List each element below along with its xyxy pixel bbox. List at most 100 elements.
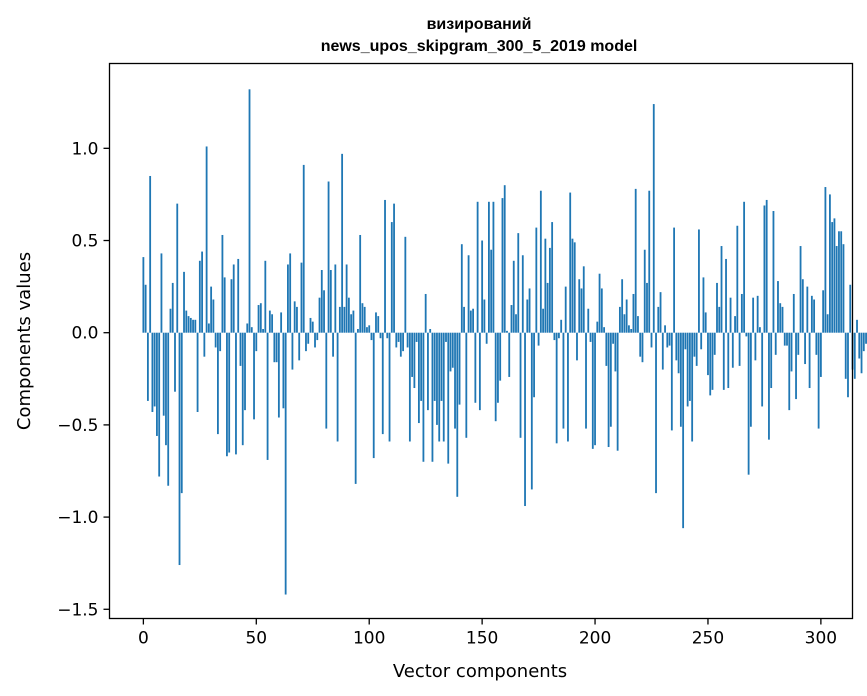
bar-80 — [323, 290, 325, 333]
bar-169 — [524, 332, 526, 507]
bar-104 — [377, 316, 380, 333]
bar-16 — [178, 332, 181, 566]
bar-100 — [368, 325, 371, 333]
bar-282 — [779, 303, 782, 333]
bar-4 — [151, 332, 154, 412]
bar-276 — [765, 199, 768, 333]
bar-107 — [384, 199, 386, 333]
bar-153 — [488, 201, 490, 333]
y-tick-label: 0.5 — [71, 232, 98, 252]
bar-202 — [598, 273, 601, 333]
bar-48 — [250, 327, 253, 333]
bar-251 — [709, 332, 712, 396]
bar-122 — [417, 332, 420, 424]
bar-182 — [553, 332, 556, 341]
bar-88 — [341, 153, 344, 333]
y-tick-label: −0.5 — [57, 416, 98, 436]
bar-239 — [682, 332, 685, 529]
bar-240 — [684, 332, 687, 350]
bar-223 — [646, 282, 648, 333]
bar-164 — [512, 260, 515, 333]
bar-288 — [792, 293, 795, 333]
bar-44 — [241, 332, 244, 446]
bar-190 — [571, 238, 574, 333]
chart-title-line-1: визирований — [427, 16, 532, 33]
bar-290 — [797, 332, 800, 355]
bar-110 — [390, 222, 393, 333]
bar-280 — [774, 332, 777, 355]
bar-210 — [616, 332, 619, 451]
bar-257 — [722, 332, 725, 390]
bar-82 — [327, 181, 330, 333]
bar-196 — [585, 332, 587, 429]
bar-105 — [379, 332, 382, 339]
bar-83 — [329, 270, 332, 333]
bar-8 — [160, 253, 163, 333]
bar-137 — [451, 332, 454, 368]
bar-289 — [795, 332, 797, 400]
bar-113 — [397, 332, 400, 342]
bar-229 — [659, 292, 662, 333]
bar-3 — [149, 175, 152, 333]
bar-162 — [508, 332, 511, 377]
bar-125 — [424, 293, 427, 333]
bar-295 — [808, 332, 811, 389]
bar-61 — [280, 312, 283, 333]
bar-224 — [648, 190, 651, 333]
x-tick-label: 300 — [805, 629, 837, 649]
bar-77 — [316, 332, 319, 341]
bar-177 — [542, 308, 545, 333]
bar-31 — [212, 299, 215, 333]
bar-178 — [544, 238, 547, 333]
bar-181 — [551, 222, 554, 333]
bar-140 — [458, 332, 461, 405]
bar-287 — [790, 332, 793, 372]
bar-185 — [560, 319, 563, 333]
bar-114 — [399, 332, 402, 357]
bar-152 — [485, 332, 488, 344]
bar-56 — [268, 310, 271, 333]
bar-112 — [395, 332, 398, 348]
bar-133 — [442, 332, 445, 442]
bar-109 — [388, 332, 391, 442]
bar-35 — [221, 234, 224, 333]
bar-136 — [449, 332, 452, 372]
bar-184 — [558, 332, 560, 339]
bar-227 — [655, 332, 657, 494]
bar-17 — [180, 332, 183, 494]
bar-7 — [158, 332, 161, 477]
bar-121 — [415, 332, 418, 342]
bar-54 — [264, 260, 267, 333]
bar-220 — [639, 332, 642, 357]
bar-193 — [578, 279, 581, 333]
bar-142 — [463, 306, 465, 333]
bar-166 — [517, 233, 520, 333]
bar-165 — [515, 314, 517, 333]
bar-207 — [609, 332, 612, 427]
bar-203 — [600, 288, 603, 333]
bar-72 — [305, 332, 307, 352]
bar-126 — [427, 332, 429, 411]
bar-18 — [183, 271, 185, 333]
bar-285 — [786, 332, 788, 346]
y-axis-label: Components values — [14, 252, 35, 430]
bar-73 — [307, 332, 310, 344]
bar-70 — [300, 262, 303, 333]
bar-33 — [217, 332, 219, 435]
bar-304 — [829, 194, 831, 333]
bar-302 — [824, 187, 827, 333]
bar-139 — [456, 332, 459, 497]
bar-47 — [248, 89, 251, 333]
bar-215 — [628, 325, 630, 333]
bar-19 — [185, 310, 188, 333]
bar-118 — [408, 332, 411, 442]
bar-218 — [634, 188, 637, 333]
bar-231 — [664, 325, 666, 333]
bar-232 — [666, 332, 669, 348]
bar-194 — [580, 288, 583, 333]
bar-191 — [573, 242, 576, 333]
bar-148 — [476, 201, 479, 333]
bar-281 — [777, 281, 779, 333]
bar-214 — [625, 299, 628, 333]
bar-86 — [336, 332, 339, 442]
